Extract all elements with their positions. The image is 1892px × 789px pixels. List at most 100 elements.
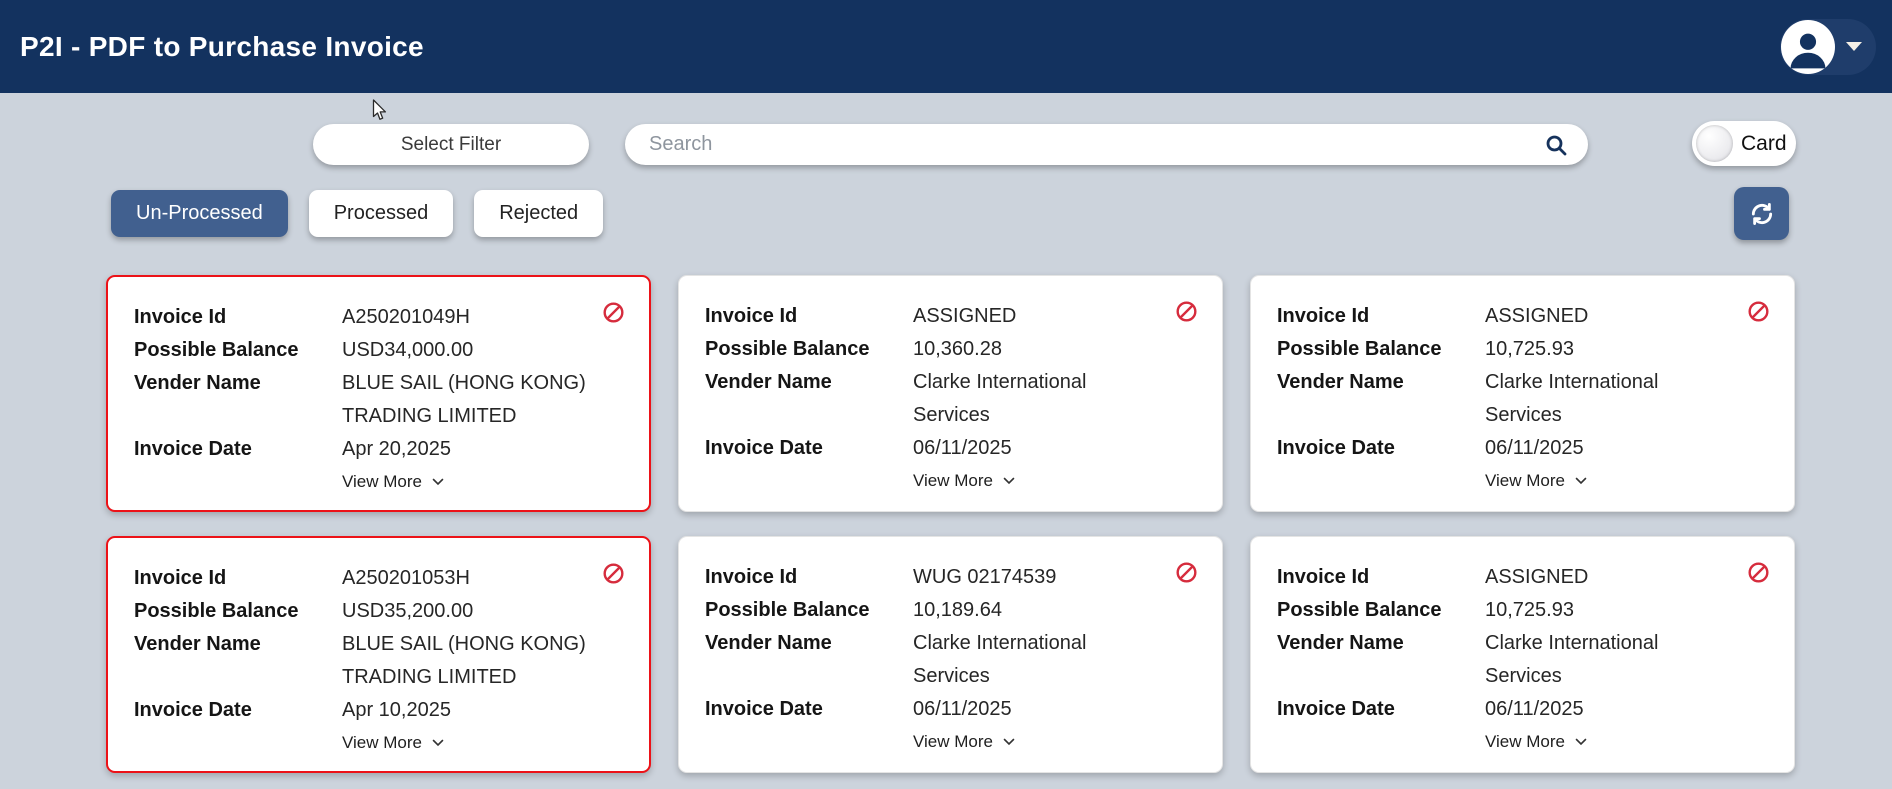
view-more-label: View More [913, 471, 993, 490]
view-more-link[interactable]: View More [913, 465, 1015, 497]
invoice-card[interactable]: Invoice Id A250201049H Possible Balance … [106, 275, 651, 512]
invoice-grid: Invoice Id A250201049H Possible Balance … [106, 275, 1795, 773]
invoice-date-value: Apr 20,2025 [342, 438, 451, 460]
vender-name-label: Vender Name [705, 632, 832, 654]
invoice-date-label: Invoice Date [134, 438, 252, 460]
app-header: P2I - PDF to Purchase Invoice [0, 0, 1892, 93]
view-more-link[interactable]: View More [913, 726, 1015, 758]
view-more-label: View More [342, 733, 422, 752]
invoice-id-label: Invoice Id [1277, 305, 1370, 327]
user-avatar-icon [1790, 33, 1826, 68]
possible-balance-value: 10,360.28 [913, 338, 1002, 360]
toggle-knob[interactable] [1696, 125, 1733, 162]
page-title: P2I - PDF to Purchase Invoice [20, 30, 424, 62]
view-more-label: View More [1485, 732, 1565, 751]
chevron-down-icon [1003, 738, 1015, 746]
blocked-icon[interactable] [1747, 561, 1770, 584]
invoice-id-label: Invoice Id [1277, 566, 1370, 588]
vender-name-value: BLUE SAIL (HONG KONG) TRADING LIMITED [342, 633, 586, 688]
blocked-icon[interactable] [1175, 300, 1198, 323]
vender-name-label: Vender Name [1277, 371, 1404, 393]
tab-processed[interactable]: Processed [308, 190, 454, 237]
invoice-id-label: Invoice Id [705, 566, 798, 588]
invoice-id-value: A250201049H [342, 306, 470, 328]
status-tabs: Un-Processed Processed Rejected [111, 190, 604, 237]
invoice-id-label: Invoice Id [134, 306, 227, 328]
possible-balance-label: Possible Balance [1277, 599, 1442, 621]
invoice-card[interactable]: Invoice Id A250201053H Possible Balance … [106, 536, 651, 773]
tab-rejected[interactable]: Rejected [474, 190, 604, 237]
vender-name-label: Vender Name [1277, 632, 1404, 654]
invoice-card[interactable]: Invoice Id ASSIGNED Possible Balance 10,… [1250, 275, 1795, 512]
possible-balance-value: 10,725.93 [1485, 338, 1574, 360]
caret-down-icon[interactable] [1846, 42, 1862, 51]
vender-name-label: Vender Name [705, 371, 832, 393]
invoice-card[interactable]: Invoice Id ASSIGNED Possible Balance 10,… [1250, 536, 1795, 773]
invoice-date-label: Invoice Date [134, 699, 252, 721]
blocked-icon[interactable] [602, 562, 625, 585]
view-more-link[interactable]: View More [1485, 465, 1587, 497]
invoice-date-value: Apr 10,2025 [342, 699, 451, 721]
vender-name-label: Vender Name [134, 633, 261, 655]
user-menu[interactable] [1780, 18, 1876, 75]
chevron-down-icon [1575, 738, 1587, 746]
invoice-id-value: ASSIGNED [1485, 566, 1589, 588]
vender-name-label: Vender Name [134, 372, 261, 394]
vender-name-value: Clarke International Services [1485, 632, 1659, 687]
invoice-details: Invoice Id ASSIGNED Possible Balance 10,… [1277, 300, 1768, 497]
invoice-card[interactable]: Invoice Id ASSIGNED Possible Balance 10,… [678, 275, 1223, 512]
invoice-date-label: Invoice Date [705, 437, 823, 459]
blocked-icon[interactable] [1747, 300, 1770, 323]
invoice-details: Invoice Id WUG 02174539 Possible Balance… [705, 561, 1196, 758]
invoice-details: Invoice Id A250201053H Possible Balance … [134, 562, 623, 759]
possible-balance-value: USD35,200.00 [342, 600, 474, 622]
chevron-down-icon [432, 478, 444, 486]
chevron-down-icon [1575, 477, 1587, 485]
invoice-date-label: Invoice Date [1277, 698, 1395, 720]
view-more-link[interactable]: View More [342, 727, 444, 759]
view-more-label: View More [1485, 471, 1565, 490]
invoice-date-value: 06/11/2025 [1485, 437, 1584, 459]
possible-balance-label: Possible Balance [134, 600, 299, 622]
invoice-id-label: Invoice Id [134, 567, 227, 589]
chevron-down-icon [1003, 477, 1015, 485]
vender-name-value: BLUE SAIL (HONG KONG) TRADING LIMITED [342, 372, 586, 427]
invoice-id-label: Invoice Id [705, 305, 798, 327]
invoice-date-label: Invoice Date [705, 698, 823, 720]
vender-name-value: Clarke International Services [913, 632, 1087, 687]
search-bar[interactable] [625, 124, 1588, 165]
possible-balance-label: Possible Balance [1277, 338, 1442, 360]
card-view-toggle[interactable]: Card [1692, 121, 1796, 166]
blocked-icon[interactable] [1175, 561, 1198, 584]
refresh-icon [1751, 202, 1772, 225]
view-more-label: View More [342, 472, 422, 491]
invoice-date-value: 06/11/2025 [913, 698, 1012, 720]
invoice-date-label: Invoice Date [1277, 437, 1395, 459]
view-more-label: View More [913, 732, 993, 751]
invoice-id-value: ASSIGNED [1485, 305, 1589, 327]
invoice-card[interactable]: Invoice Id WUG 02174539 Possible Balance… [678, 536, 1223, 773]
select-filter-button[interactable]: Select Filter [313, 124, 589, 165]
avatar[interactable] [1781, 19, 1835, 74]
invoice-id-value: ASSIGNED [913, 305, 1017, 327]
possible-balance-label: Possible Balance [705, 599, 870, 621]
invoice-date-value: 06/11/2025 [913, 437, 1012, 459]
tab-unprocessed[interactable]: Un-Processed [111, 190, 288, 237]
possible-balance-value: 10,189.64 [913, 599, 1002, 621]
invoice-details: Invoice Id ASSIGNED Possible Balance 10,… [705, 300, 1196, 497]
view-more-link[interactable]: View More [342, 466, 444, 498]
search-input[interactable] [649, 133, 1544, 156]
toggle-label: Card [1741, 131, 1787, 155]
possible-balance-label: Possible Balance [705, 338, 870, 360]
vender-name-value: Clarke International Services [1485, 371, 1659, 426]
invoice-id-value: WUG 02174539 [913, 566, 1057, 588]
blocked-icon[interactable] [602, 301, 625, 324]
search-icon[interactable] [1544, 133, 1568, 157]
possible-balance-value: USD34,000.00 [342, 339, 474, 361]
invoice-details: Invoice Id A250201049H Possible Balance … [134, 301, 623, 498]
possible-balance-value: 10,725.93 [1485, 599, 1574, 621]
refresh-button[interactable] [1734, 187, 1789, 240]
vender-name-value: Clarke International Services [913, 371, 1087, 426]
view-more-link[interactable]: View More [1485, 726, 1587, 758]
invoice-details: Invoice Id ASSIGNED Possible Balance 10,… [1277, 561, 1768, 758]
